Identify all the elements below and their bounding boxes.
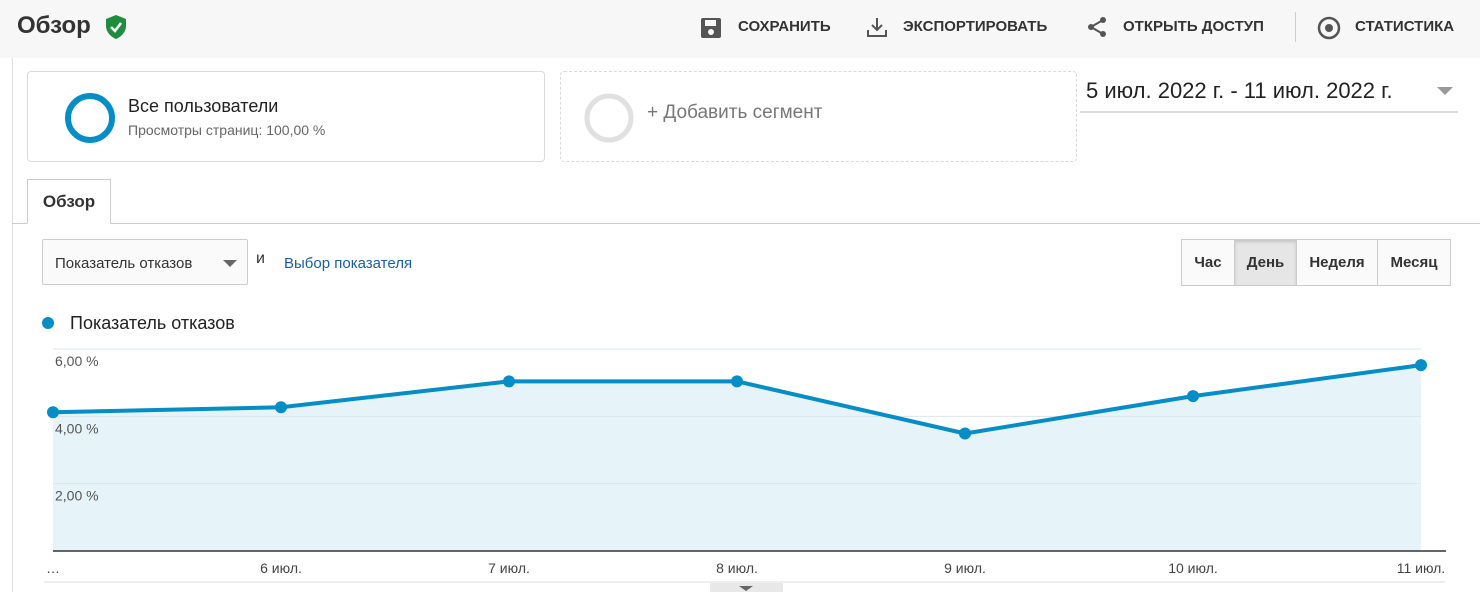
- x-tick-label: …: [46, 560, 60, 576]
- date-range: 5 июл. 2022 г. - 11 июл. 2022 г.: [1086, 78, 1393, 103]
- point: [959, 427, 971, 440]
- conjunction: и: [256, 250, 265, 267]
- x-tick-label: 11 июл.: [1397, 560, 1446, 576]
- metric-selected: Показатель отказов: [55, 255, 193, 272]
- page-title: Обзор: [17, 12, 91, 39]
- x-tick-label: 9 июл.: [944, 560, 986, 576]
- point: [1187, 390, 1199, 403]
- legend-label: Показатель отказов: [70, 313, 235, 333]
- divider: [1295, 12, 1296, 42]
- tab[interactable]: Обзор: [27, 179, 111, 224]
- dropdown-arrow: [223, 260, 237, 267]
- point: [731, 375, 743, 388]
- metric-link[interactable]: Выбор показателя: [284, 255, 413, 272]
- segment-subtitle: Просмотры страниц: 100,00 %: [128, 122, 326, 138]
- save-icon: [701, 18, 721, 38]
- period-button[interactable]: Неделя: [1296, 239, 1378, 286]
- point: [275, 401, 287, 414]
- segment-card[interactable]: Все пользователи Просмотры страниц: 100,…: [27, 71, 545, 162]
- point: [503, 375, 515, 388]
- metric-dropdown[interactable]: Показатель отказов: [42, 239, 248, 285]
- y-tick-label: 6,00 %: [55, 353, 99, 369]
- y-tick-label: 4,00 %: [55, 420, 99, 436]
- panel-border: [12, 58, 13, 592]
- stats-icon[interactable]: [1316, 15, 1342, 41]
- period-button[interactable]: Месяц: [1377, 239, 1451, 286]
- point: [47, 406, 59, 419]
- add-segment-card[interactable]: + Добавить сегмент: [560, 71, 1077, 162]
- area: [53, 365, 1421, 551]
- period-button[interactable]: День: [1234, 239, 1297, 286]
- save-button[interactable]: [699, 16, 723, 45]
- x-tick-label: 7 июл.: [488, 560, 530, 576]
- share-label[interactable]: ОТКРЫТЬ ДОСТУП: [1123, 18, 1264, 35]
- point: [1415, 359, 1427, 372]
- add-segment-ring: [584, 93, 634, 143]
- x-tick-label: 6 июл.: [260, 560, 302, 576]
- segment-ring: [65, 93, 115, 143]
- share-icon[interactable]: [1085, 15, 1109, 39]
- header: Обзор СОХРАНИТЬ ЭКСПОРТИРОВАТЬ ОТКРЫТЬ Д…: [0, 0, 1480, 58]
- save-label[interactable]: СОХРАНИТЬ: [738, 18, 831, 35]
- verified-icon: [106, 15, 126, 39]
- add-segment-label: + Добавить сегмент: [647, 102, 823, 123]
- segment-title: Все пользователи: [128, 96, 279, 116]
- period-button[interactable]: Час: [1181, 239, 1235, 286]
- x-tick-label: 8 июл.: [716, 560, 758, 576]
- export-icon[interactable]: [865, 15, 889, 39]
- date-range-picker[interactable]: 5 июл. 2022 г. - 11 июл. 2022 г.: [1080, 77, 1458, 113]
- stats-label[interactable]: СТАТИСТИКА: [1355, 18, 1455, 35]
- x-tick-label: 10 июл.: [1168, 560, 1218, 576]
- chart: Показатель отказов 2,00 % 4,00 % 6,00 % … 6 и…: [42, 313, 1446, 592]
- y-tick-label: 2,00 %: [55, 488, 99, 504]
- legend-swatch: [42, 317, 54, 329]
- resize-arrow: [739, 586, 753, 591]
- dropdown-arrow: [1437, 87, 1453, 95]
- tab-bar-line: [12, 223, 1480, 224]
- export-label[interactable]: ЭКСПОРТИРОВАТЬ: [903, 18, 1048, 35]
